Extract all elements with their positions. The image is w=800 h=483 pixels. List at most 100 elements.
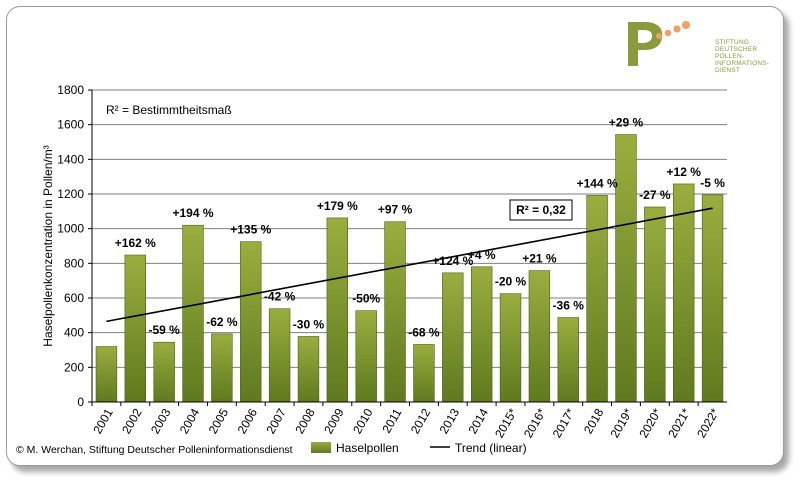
x-tick-label: 2012 [408,406,434,436]
y-tick-label: 1400 [57,152,84,166]
data-label: -27 % [639,188,671,202]
data-label: +4 % [468,248,496,262]
data-label: +144 % [577,176,618,190]
data-label: -59 % [148,323,180,337]
x-tick-label: 2013 [437,406,463,436]
x-tick-label: 2010 [350,406,376,436]
x-tick-label: 2007 [263,406,289,436]
data-label: -30 % [293,317,325,331]
logo-line-2: DEUTSCHER [715,46,757,53]
data-label: +179 % [317,199,358,213]
bar-2019-star [615,134,637,403]
x-tick-label: 2011 [379,406,404,436]
logo-p-shape [628,22,663,66]
logo-line-4: INFORMATIONS- [715,60,769,67]
logo-line-5: DIENST [715,67,740,74]
data-label: -36 % [553,299,585,313]
bar-2020-star [644,206,666,403]
y-axis-title: Haselpollenkonzentration in Pollen/m³ [41,145,55,346]
y-tick-label: 1200 [57,187,84,201]
logo-dot-3 [673,25,681,33]
logo-dot-4 [682,21,690,29]
data-label: -62 % [206,315,238,329]
bar-2007 [268,308,291,403]
data-label: -42 % [264,290,296,304]
bar-2014 [470,266,493,403]
x-tick-label: 2016* [521,406,549,440]
data-label: -68 % [408,325,440,339]
legend-swatch-haselpollen [311,442,331,453]
x-tick-label: 2022* [694,406,722,440]
data-label: +29 % [609,116,644,130]
logo-line-3: POLLEN- [715,53,744,60]
r2-value: R² = 0,32 [516,203,566,217]
bar-2012 [413,344,435,403]
x-tick-label: 2006 [235,406,261,436]
data-label: +124 % [432,254,473,268]
x-tick-label: 2021* [665,406,693,440]
bar-2002 [124,254,146,403]
legend-label-haselpollen: Haselpollen [336,441,399,455]
data-label: +135 % [230,223,271,237]
bar-2009 [326,217,349,403]
bar-2016-star [528,270,551,403]
bar-2003 [153,341,175,403]
x-tick-label: 2019* [608,406,636,440]
x-tick-label: 2017* [550,406,578,440]
r2-box-frame [509,199,573,221]
bar-2004 [182,224,204,403]
bar-2006 [240,241,262,403]
y-tick-label: 400 [64,326,84,340]
data-labels: +162 % -59 % +194 % -62 % +135 % -42 % -30 % +1… [115,116,725,340]
x-tick-label: 2018 [581,406,607,436]
r2-definition-note: R² = Bestimmtheitsmaß [106,103,232,117]
copyright-text: © M. Werchan, Stiftung Deutscher Polleni… [16,444,293,456]
logo-dot-1 [656,33,662,39]
legend-label-trend: Trend (linear) [455,441,527,455]
y-tick-label: 1600 [57,118,84,132]
bar-2015-star [499,293,522,403]
data-label: +97 % [378,203,413,217]
logo-dot-2 [664,29,672,37]
bar-2022-star [701,194,724,403]
bar-2011 [384,221,406,403]
bar-2018 [586,195,608,403]
bar-2005 [211,333,233,403]
bar-2010 [355,310,377,403]
y-tick-label: 600 [64,291,84,305]
bar-2013 [442,272,464,403]
data-label: -50% [352,292,380,306]
bar-2021-star [673,183,695,403]
bars [95,134,724,403]
y-tick-label: 1000 [57,222,84,236]
x-tick-label: 2014 [466,406,492,436]
bar-2017-star [557,317,579,403]
data-label: +21 % [522,252,557,266]
x-tick-label: 2004 [177,406,203,436]
legend: Haselpollen Trend (linear) [311,441,527,455]
x-tick-label: 2009 [321,406,347,436]
y-tick-label: 800 [64,256,84,270]
data-label: +162 % [115,236,156,250]
y-tick-labels: 0 200 400 600 800 1000 1200 1400 1600 1800 [57,83,92,409]
r2-value-box: R² = 0,32 [509,199,573,221]
x-tick-label: 2003 [148,406,174,436]
x-tick-label: 2005 [206,406,232,436]
x-tick-label: 2001 [90,406,116,436]
y-tick-label: 200 [64,360,84,374]
x-tick-label: 2008 [292,406,318,436]
data-label: +12 % [667,165,702,179]
data-label: +194 % [172,206,213,220]
x-tick-labels: 2001 2002 2003 2004 2005 2006 2007 2008 2009 2010… [90,402,722,440]
pid-logo: STIFTUNG DEUTSCHER POLLEN- INFORMATIONS-… [628,21,769,74]
trend-line [106,207,713,323]
bar-2001 [95,346,118,403]
x-tick-label: 2015* [492,406,520,440]
data-label: -5 % [700,176,725,190]
x-tick-label: 2020* [636,406,664,440]
y-tick-label: 1800 [57,83,84,97]
y-tick-label: 0 [77,395,84,409]
logo-line-1: STIFTUNG [715,39,749,46]
data-label: -20 % [495,275,527,289]
